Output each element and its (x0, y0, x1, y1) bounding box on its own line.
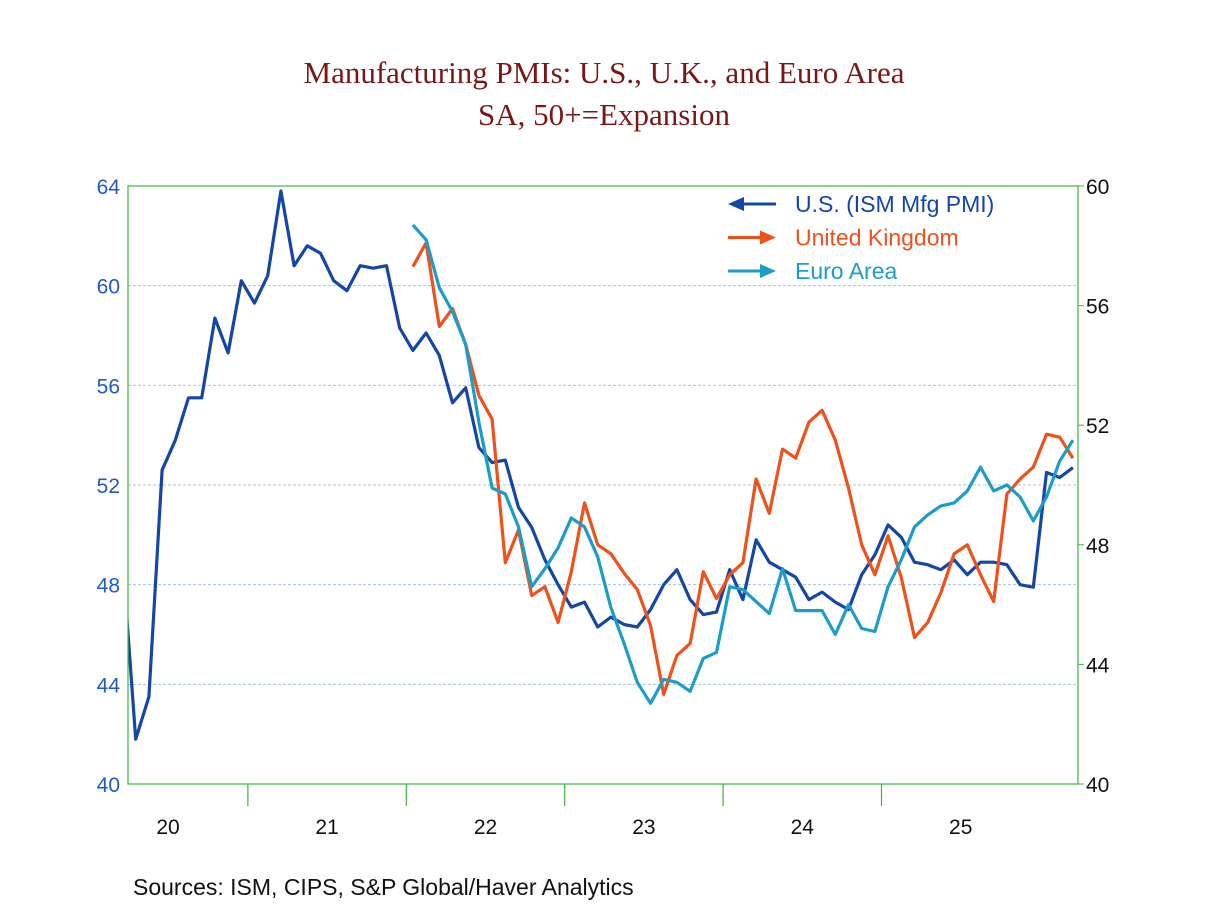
left-axis-tick-label: 56 (97, 375, 120, 398)
legend-label: U.S. (ISM Mfg PMI) (795, 191, 994, 217)
left-axis-tick-label: 44 (97, 674, 121, 697)
legend-arrow-right-icon (760, 264, 776, 278)
x-axis-tick-label: 22 (474, 816, 497, 839)
x-axis-tick-label: 20 (156, 816, 179, 839)
chart-title: Manufacturing PMIs: U.S., U.K., and Euro… (304, 55, 905, 90)
series-line-euro-area (411, 223, 1075, 705)
legend-arrow-right-icon (760, 230, 776, 245)
x-axis-tick-label: 24 (791, 816, 815, 839)
left-axis-tick-label: 52 (97, 475, 120, 498)
source-note: Sources: ISM, CIPS, S&P Global/Haver Ana… (133, 874, 634, 900)
left-axis-tick-label: 64 (97, 176, 121, 199)
left-axis-tick-label: 48 (97, 575, 120, 598)
x-axis-tick-label: 23 (632, 816, 655, 839)
chart-subtitle: SA, 50+=Expansion (478, 97, 730, 132)
legend-label: Euro Area (795, 258, 897, 284)
plot-frame (127, 185, 1079, 785)
right-axis-tick-label: 56 (1086, 296, 1109, 319)
right-axis-tick-label: 48 (1086, 535, 1109, 558)
x-axis-tick-label: 21 (315, 816, 338, 839)
right-axis-tick-label: 52 (1086, 415, 1109, 438)
series-line-united-kingdom (411, 241, 1075, 696)
left-axis-tick-label: 60 (97, 276, 120, 299)
left-axis-tick-label: 40 (97, 774, 120, 797)
x-axis-tick-label: 25 (949, 816, 972, 839)
legend-label: United Kingdom (795, 225, 959, 251)
right-axis-tick-label: 44 (1086, 654, 1110, 677)
right-axis-tick-label: 60 (1086, 176, 1109, 199)
right-axis-tick-label: 40 (1086, 774, 1109, 797)
series-line-u-s-ism-mfg-pmi (128, 189, 1074, 741)
legend-arrow-left-icon (728, 197, 744, 211)
